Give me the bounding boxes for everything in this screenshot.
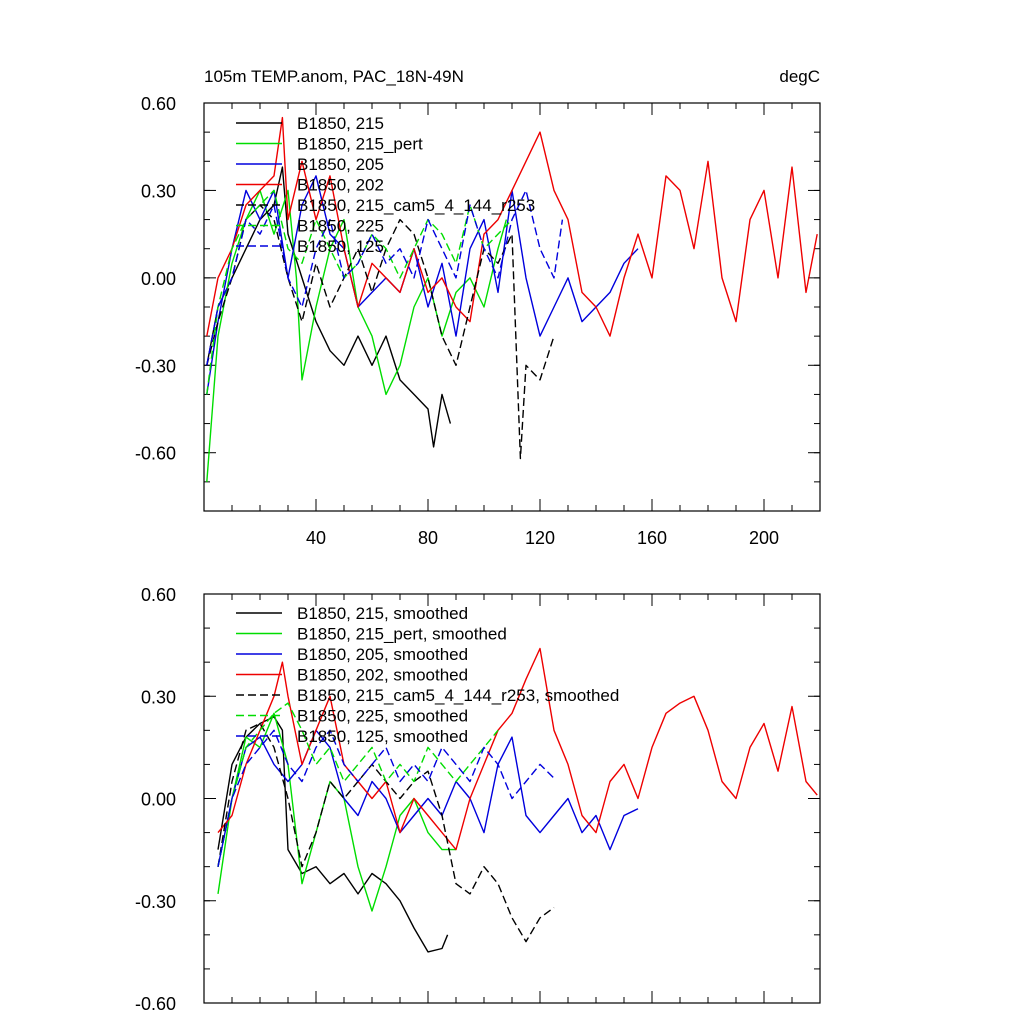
y-tick-label: -0.30 — [135, 356, 176, 376]
y-tick-label: 0.30 — [141, 687, 176, 707]
x-tick-label: 80 — [418, 528, 438, 548]
legend-label: B1850, 215_cam5_4_144_r253 — [297, 196, 535, 215]
series-line-4 — [217, 722, 555, 943]
panel-smoothed: 0.60 0.30 0.00 -0.30 -0.60 B1850, 215, smooth… — [135, 585, 821, 1014]
panel1-title: 105m TEMP.anom, PAC_18N-49N — [204, 67, 464, 86]
legend-label: B1850, 215_pert, smoothed — [297, 625, 507, 644]
series-line-6 — [217, 729, 555, 867]
y-tick-label: 0.00 — [141, 790, 176, 810]
y-tick-label: 0.30 — [141, 181, 176, 201]
legend-label: B1850, 215 — [297, 114, 384, 133]
legend-label: B1850, 202 — [297, 176, 384, 195]
series-line-0 — [206, 166, 452, 448]
x-tick-label: 40 — [306, 528, 326, 548]
x-tick-label: 120 — [525, 528, 555, 548]
legend-label: B1850, 205 — [297, 155, 384, 174]
legend-label: B1850, 215_pert — [297, 135, 423, 154]
series-line-3 — [217, 647, 818, 851]
legend-label: B1850, 202, smoothed — [297, 666, 468, 685]
legend-label: B1850, 125 — [297, 237, 384, 256]
series-line-5 — [217, 702, 499, 867]
y-tick-label: 0.00 — [141, 269, 176, 289]
panel-raw: 0.60 0.30 0.00 -0.30 -0.60 40 80 120 160 200 B1850… — [135, 94, 821, 548]
legend-label: B1850, 215, smoothed — [297, 604, 468, 623]
legend-label: B1850, 205, smoothed — [297, 645, 468, 664]
series-line-1 — [217, 712, 456, 912]
y-tick-label: -0.30 — [135, 892, 176, 912]
legend-label: B1850, 125, smoothed — [297, 727, 468, 746]
y-tick-label: -0.60 — [135, 444, 176, 464]
series-line-6 — [206, 189, 564, 366]
legend-label: B1850, 225, smoothed — [297, 707, 468, 726]
series-line-0 — [217, 716, 449, 953]
legend-label: B1850, 215_cam5_4_144_r253, smoothed — [297, 686, 619, 705]
series-line-2 — [217, 729, 639, 867]
x-tick-label: 160 — [637, 528, 667, 548]
x-tick-label: 200 — [749, 528, 779, 548]
series-line-5 — [206, 189, 513, 395]
y-tick-label: 0.60 — [141, 94, 176, 114]
y-tick-label: 0.60 — [141, 585, 176, 605]
legend-label: B1850, 225 — [297, 217, 384, 236]
panel1-units: degC — [779, 67, 820, 86]
series-line-3 — [206, 116, 818, 337]
y-tick-label: -0.60 — [135, 994, 176, 1014]
